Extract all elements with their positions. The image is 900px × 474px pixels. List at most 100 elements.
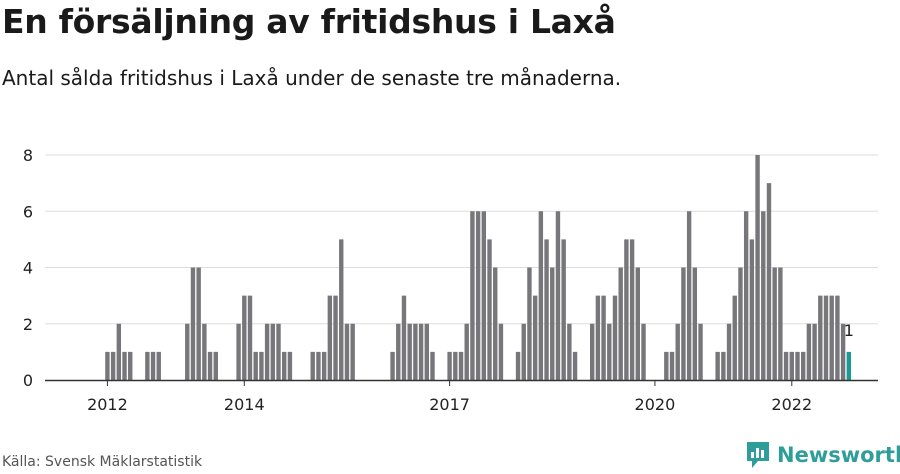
bar bbox=[413, 323, 418, 380]
bar bbox=[789, 351, 794, 381]
bar bbox=[264, 323, 270, 380]
bar bbox=[327, 295, 333, 381]
bar bbox=[390, 351, 395, 381]
bar bbox=[532, 295, 538, 381]
bar bbox=[276, 323, 281, 380]
bar bbox=[105, 351, 110, 381]
y-tick-label: 6 bbox=[23, 202, 33, 221]
bar bbox=[635, 267, 640, 380]
bar bbox=[424, 323, 429, 380]
bar bbox=[612, 295, 618, 381]
chart-subtitle: Antal sålda fritidshus i Laxå under de s… bbox=[2, 66, 622, 90]
bar bbox=[795, 351, 800, 381]
bar bbox=[589, 323, 595, 380]
bar bbox=[818, 295, 823, 381]
bar bbox=[715, 351, 720, 381]
bar bbox=[738, 267, 743, 380]
bar bbox=[396, 323, 401, 380]
bar bbox=[333, 295, 338, 381]
bar bbox=[464, 323, 469, 380]
bar bbox=[247, 295, 253, 381]
highlight-bar bbox=[846, 351, 852, 381]
bar bbox=[840, 323, 846, 380]
bar bbox=[213, 351, 218, 381]
source-note: Källa: Svensk Mäklarstatistik bbox=[2, 454, 203, 470]
bar bbox=[202, 323, 207, 380]
bar bbox=[726, 323, 732, 380]
y-tick-label: 2 bbox=[23, 315, 33, 334]
bar bbox=[458, 351, 464, 381]
bar bbox=[270, 323, 276, 380]
bar bbox=[664, 351, 669, 381]
bar bbox=[207, 351, 213, 381]
bar bbox=[470, 211, 475, 380]
bar bbox=[242, 295, 247, 381]
y-axis-ticks: 0 2 4 6 8 bbox=[23, 146, 33, 390]
bar bbox=[150, 351, 156, 381]
x-tick-label: 2012 bbox=[87, 395, 128, 414]
bar bbox=[681, 267, 686, 380]
bar bbox=[259, 351, 264, 381]
bar bbox=[401, 295, 407, 381]
bar bbox=[772, 267, 777, 380]
bar bbox=[430, 351, 435, 381]
bar bbox=[145, 351, 150, 381]
bar bbox=[316, 351, 321, 381]
bar bbox=[761, 211, 766, 380]
bar bbox=[407, 323, 412, 380]
x-tick-label: 2022 bbox=[771, 395, 812, 414]
bar bbox=[823, 295, 829, 381]
x-tick-label: 2017 bbox=[429, 395, 470, 414]
bar bbox=[185, 323, 190, 380]
bar bbox=[624, 239, 629, 381]
bar bbox=[595, 295, 601, 381]
bar bbox=[618, 267, 623, 380]
bar bbox=[755, 155, 760, 380]
bar bbox=[515, 351, 521, 381]
bar bbox=[692, 267, 698, 380]
chart-title: En försäljning av fritidshus i Laxå bbox=[2, 2, 616, 41]
bar bbox=[128, 351, 133, 381]
bar bbox=[743, 211, 749, 380]
bar bbox=[196, 267, 201, 380]
bar bbox=[156, 351, 161, 381]
bar bbox=[116, 323, 122, 380]
bar bbox=[675, 323, 680, 380]
bar bbox=[282, 351, 287, 381]
brand-logo[interactable]: Newsworthy bbox=[745, 441, 900, 469]
bar bbox=[555, 211, 561, 380]
bar bbox=[749, 239, 755, 381]
highlight-value-label: 1 bbox=[844, 321, 854, 340]
bar bbox=[538, 211, 544, 380]
bar bbox=[475, 211, 481, 380]
bar bbox=[498, 323, 504, 380]
bar-chart: 0 2 4 6 8 2012 2014 2017 2020 2022 1 bbox=[23, 146, 878, 414]
bar bbox=[732, 295, 737, 381]
bar bbox=[527, 267, 532, 380]
bar bbox=[629, 239, 635, 381]
bar bbox=[344, 323, 350, 380]
bar bbox=[493, 267, 498, 380]
bar bbox=[698, 323, 703, 380]
bar bbox=[418, 323, 424, 380]
bar bbox=[721, 351, 726, 381]
brand-name: Newsworthy bbox=[777, 443, 900, 467]
bar bbox=[550, 267, 555, 380]
bar bbox=[561, 239, 566, 381]
bar bbox=[453, 351, 458, 381]
bar bbox=[287, 351, 293, 381]
bar bbox=[122, 351, 127, 381]
bar bbox=[812, 323, 817, 380]
bar bbox=[487, 239, 492, 381]
bars bbox=[105, 155, 852, 381]
bar bbox=[806, 323, 812, 380]
bar bbox=[669, 351, 675, 381]
bar bbox=[447, 351, 452, 381]
x-tick-label: 2020 bbox=[635, 395, 676, 414]
bar bbox=[800, 351, 806, 381]
bar bbox=[521, 323, 526, 380]
bar bbox=[567, 323, 572, 380]
bar bbox=[110, 351, 116, 381]
bar bbox=[544, 239, 549, 381]
bar bbox=[783, 351, 789, 381]
